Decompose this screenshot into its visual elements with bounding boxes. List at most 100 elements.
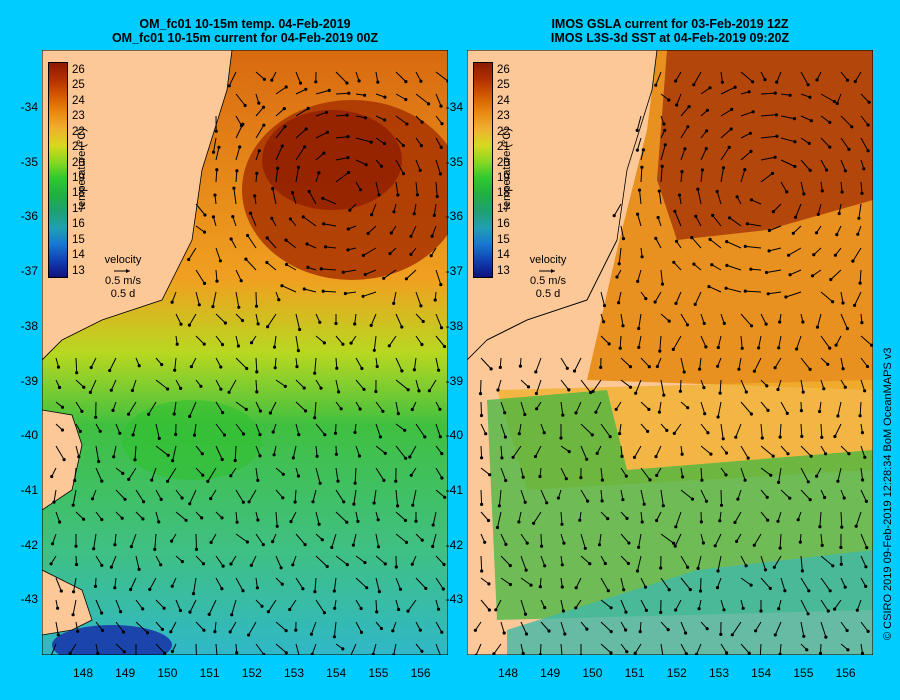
current-arrow	[290, 511, 297, 522]
current-arrow	[680, 106, 690, 117]
current-arrow-head	[60, 405, 65, 409]
current-arrow-head	[199, 384, 203, 388]
colorbar-tick: 24	[497, 94, 510, 107]
current-arrow	[837, 401, 842, 417]
current-arrow-head	[625, 650, 629, 654]
current-arrow-head	[265, 260, 269, 265]
current-arrow-head	[771, 210, 775, 214]
current-arrow-head	[221, 411, 225, 415]
current-arrow	[693, 71, 702, 85]
current-arrow	[753, 533, 762, 546]
current-arrow	[660, 166, 663, 183]
current-arrow	[75, 379, 85, 388]
current-arrow	[720, 489, 722, 506]
current-arrow-head	[523, 412, 527, 417]
current-arrow-head	[322, 151, 326, 155]
velocity-legend: velocity 0.5 m/s 0.5 d	[513, 254, 583, 301]
current-arrow-head	[627, 541, 631, 545]
current-arrow	[247, 235, 257, 249]
current-arrow	[860, 555, 867, 568]
current-arrow-head	[529, 583, 533, 587]
colorbar-tick: 24	[72, 94, 85, 107]
current-arrow	[660, 269, 663, 285]
current-arrow-head	[818, 651, 823, 655]
current-arrow	[654, 291, 662, 303]
current-arrow-head	[171, 459, 175, 463]
current-arrow	[560, 599, 564, 612]
current-arrow	[190, 357, 197, 367]
current-arrow-head	[850, 125, 854, 129]
current-arrow	[753, 357, 762, 372]
current-arrow	[195, 533, 197, 550]
current-arrow-head	[318, 481, 322, 485]
current-arrow-head	[621, 324, 625, 328]
current-arrow	[114, 577, 117, 588]
current-arrow-head	[677, 193, 682, 197]
current-arrow-head	[201, 473, 205, 477]
latitude-label: -34	[20, 100, 38, 114]
current-arrow	[560, 467, 567, 479]
longitude-label: 148	[72, 666, 94, 680]
current-arrow-head	[78, 429, 82, 433]
current-arrow	[859, 401, 862, 416]
current-arrow-head	[258, 409, 262, 413]
current-arrow-head	[241, 432, 246, 436]
current-arrow	[295, 423, 300, 435]
current-arrow	[500, 467, 507, 481]
current-arrow	[215, 577, 223, 589]
current-arrow-head	[839, 562, 843, 566]
current-arrow	[275, 643, 287, 654]
current-arrow	[768, 291, 782, 295]
current-arrow-head	[636, 279, 640, 283]
current-arrow	[413, 203, 417, 214]
current-arrow-head	[715, 586, 720, 590]
current-arrow	[230, 238, 237, 249]
current-arrow	[395, 511, 406, 521]
current-arrow	[498, 489, 502, 506]
current-arrow	[409, 445, 417, 458]
current-arrow	[170, 621, 177, 633]
current-arrow	[820, 621, 827, 638]
current-arrow-head	[197, 303, 201, 307]
current-arrow-head	[521, 651, 525, 655]
current-arrow-head	[296, 474, 300, 478]
current-arrow	[235, 489, 244, 503]
current-arrow-head	[439, 326, 444, 330]
current-arrow-head	[298, 327, 302, 332]
current-arrow	[393, 291, 397, 304]
current-arrow-head	[304, 87, 308, 91]
current-arrow-head	[660, 164, 664, 168]
current-arrow	[365, 269, 377, 275]
current-arrow	[355, 621, 362, 633]
current-arrow-head	[192, 433, 197, 437]
latitude-label: -38	[445, 318, 463, 333]
current-arrow	[640, 577, 646, 588]
current-arrow	[195, 203, 206, 216]
current-arrow	[619, 335, 622, 349]
current-arrow	[740, 467, 746, 481]
current-arrow-head	[846, 648, 850, 652]
current-arrow	[235, 577, 244, 591]
current-arrow-head	[752, 543, 756, 547]
current-arrow	[480, 577, 490, 585]
current-arrow-head	[809, 454, 813, 458]
current-arrow	[620, 379, 631, 388]
current-arrow-head	[716, 569, 720, 573]
velocity-speed: 0.5 m/s	[104, 275, 142, 287]
current-arrow	[697, 189, 702, 205]
current-arrow	[711, 264, 722, 271]
current-arrow	[700, 467, 703, 481]
current-arrow-head	[793, 164, 797, 169]
current-arrow-head	[640, 165, 644, 169]
current-arrow	[371, 203, 377, 215]
current-arrow-head	[92, 547, 96, 551]
current-arrow	[432, 511, 437, 526]
current-arrow-head	[412, 212, 416, 216]
current-arrow	[800, 181, 805, 195]
current-arrow-head	[535, 407, 539, 411]
current-arrow-head	[524, 632, 529, 636]
current-arrow-head	[620, 454, 624, 458]
current-arrow	[680, 555, 689, 568]
current-arrow-head	[376, 545, 381, 549]
current-arrow-head	[860, 651, 865, 655]
